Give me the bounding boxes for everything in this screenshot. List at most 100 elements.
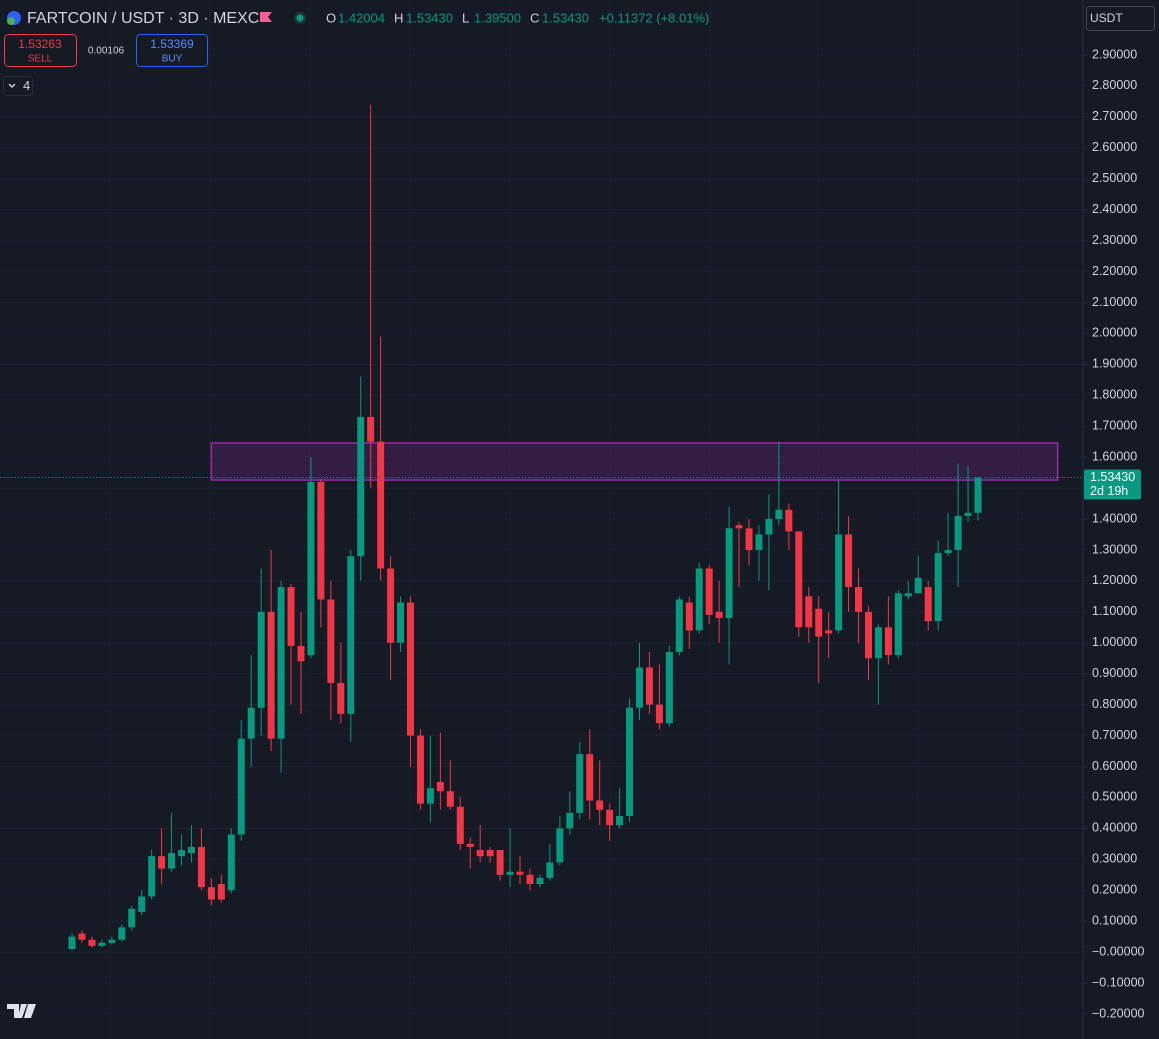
body [307, 481, 315, 656]
body [536, 877, 544, 885]
symbol-logo [7, 17, 15, 25]
body [665, 652, 673, 724]
y-tick-label: 0.30000 [1092, 852, 1137, 866]
currency: USDT [1090, 11, 1123, 25]
ohlc-value: 1.42004 [338, 10, 385, 25]
tv-logo[interactable] [7, 1004, 36, 1018]
body [397, 602, 405, 643]
y-tick-label: 2.30000 [1092, 233, 1137, 247]
status-dot [296, 14, 304, 22]
body [904, 593, 912, 597]
body [635, 667, 643, 708]
body [954, 515, 962, 550]
body [317, 481, 325, 600]
y-tick-label: 2.70000 [1092, 109, 1137, 123]
body [168, 853, 176, 869]
sell-price: 1.53263 [18, 37, 62, 51]
last-price: 1.53430 [1090, 470, 1135, 484]
y-tick-label: 2.80000 [1092, 78, 1137, 92]
body [655, 704, 663, 724]
change: +0.11372 (+8.01%) [599, 10, 709, 25]
body [964, 512, 972, 516]
body [138, 896, 146, 912]
body [436, 781, 444, 792]
body [785, 509, 793, 532]
y-tick-label: 2.40000 [1092, 202, 1137, 216]
ohlc-value: 1.39500 [474, 10, 521, 25]
body [88, 939, 96, 946]
y-tick-label: 2.10000 [1092, 295, 1137, 309]
body [187, 846, 195, 854]
y-tick-label: 0.50000 [1092, 790, 1137, 804]
y-tick-label: 1.90000 [1092, 357, 1137, 371]
body [148, 856, 156, 897]
body [745, 528, 753, 550]
body [287, 587, 295, 646]
ohlc-key: O [326, 10, 336, 25]
buy-label: BUY [162, 54, 183, 65]
body [158, 856, 166, 869]
indicators-toggle[interactable] [3, 76, 33, 96]
body [974, 477, 982, 513]
body [864, 611, 872, 659]
y-tick-label: −0.10000 [1092, 975, 1145, 989]
body [377, 441, 385, 569]
y-tick-label: 1.30000 [1092, 542, 1137, 556]
currency-button[interactable] [1086, 6, 1155, 31]
resistance-zone [210, 442, 1059, 481]
body [407, 602, 415, 736]
flag-icon[interactable] [260, 12, 272, 22]
body [705, 568, 713, 615]
y-tick-label: −0.00000 [1092, 944, 1145, 958]
body [546, 862, 554, 878]
last-price-tag [1084, 469, 1141, 500]
y-tick-label: 1.00000 [1092, 635, 1137, 649]
body [755, 534, 763, 550]
body [118, 927, 126, 940]
body [735, 525, 743, 529]
body [68, 936, 76, 950]
y-tick-label: 0.10000 [1092, 913, 1137, 927]
indicator-count: 4 [23, 78, 30, 93]
body [217, 884, 225, 900]
body [855, 587, 863, 612]
body [456, 806, 464, 844]
price-grid [0, 54, 1083, 1015]
chevron [8, 83, 16, 88]
y-tick-label: 1.80000 [1092, 388, 1137, 402]
y-tick-label: 1.70000 [1092, 419, 1137, 433]
body [426, 788, 434, 804]
body [944, 549, 952, 554]
buy-price: 1.53369 [150, 37, 194, 51]
y-tick-label: 0.70000 [1092, 728, 1137, 742]
body [78, 933, 86, 940]
sell-button[interactable] [4, 34, 77, 67]
body [626, 707, 634, 816]
body [297, 645, 305, 662]
symbol-title[interactable]: FARTCOIN / USDT · 3D · MEXC [27, 10, 259, 27]
body [825, 630, 833, 634]
body [725, 528, 733, 619]
body [197, 846, 205, 888]
body [775, 509, 783, 520]
body [835, 534, 843, 631]
body [874, 627, 882, 659]
body [606, 809, 614, 826]
ohlc-legend: O 1.42004 H 1.53430 L 1.39500 C 1.53430 [326, 10, 589, 25]
body [506, 871, 514, 875]
body [616, 815, 624, 826]
buy-button[interactable] [136, 34, 208, 67]
y-tick-label: 0.90000 [1092, 666, 1137, 680]
body [496, 850, 504, 875]
sell-label: SELL [28, 54, 53, 65]
body [924, 587, 932, 622]
body [486, 850, 494, 857]
y-tick-label: 0.80000 [1092, 697, 1137, 711]
body [516, 871, 524, 875]
body [108, 939, 116, 943]
body [337, 682, 345, 714]
y-tick-label: 1.40000 [1092, 511, 1137, 525]
y-tick-label: 1.20000 [1092, 573, 1137, 587]
